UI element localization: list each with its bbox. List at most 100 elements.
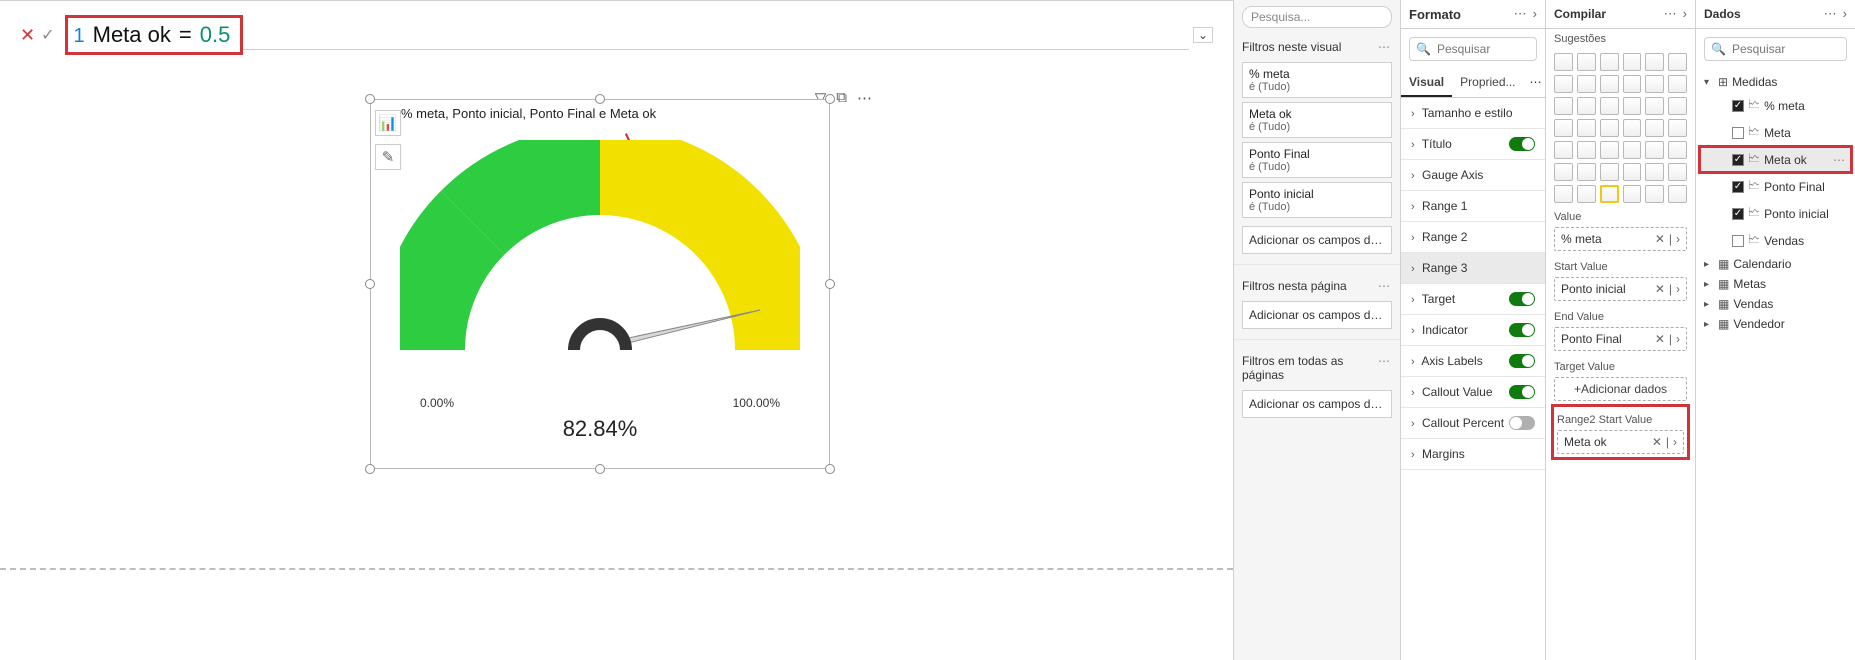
viz-type-tile[interactable] [1668, 75, 1687, 93]
remove-icon[interactable]: ✕ [1652, 435, 1662, 449]
viz-type-tile[interactable] [1623, 97, 1642, 115]
drill-edit-icon[interactable]: ✎ [375, 144, 401, 170]
viz-type-tile[interactable] [1600, 53, 1619, 71]
viz-type-tile[interactable] [1668, 141, 1687, 159]
resize-handle[interactable] [365, 464, 375, 474]
toggle-on[interactable] [1509, 385, 1535, 399]
expand-icon[interactable]: ▸ [1704, 259, 1714, 270]
viz-type-tile[interactable] [1623, 163, 1642, 181]
viz-type-tile[interactable] [1554, 119, 1573, 137]
table-node[interactable]: ▾⊞Medidas [1700, 73, 1851, 91]
viz-type-tile[interactable] [1554, 163, 1573, 181]
viz-type-tile[interactable] [1645, 185, 1664, 203]
formato-row[interactable]: › Tamanho e estilo [1401, 98, 1545, 129]
filter-card[interactable]: Ponto Finalé (Tudo) [1242, 142, 1392, 178]
viz-type-tile[interactable] [1645, 53, 1664, 71]
viz-type-tile[interactable] [1668, 185, 1687, 203]
toggle-on[interactable] [1509, 292, 1535, 306]
viz-type-tile[interactable] [1577, 163, 1596, 181]
expand-icon[interactable]: ▸ [1704, 299, 1714, 310]
formato-row[interactable]: › Axis Labels [1401, 346, 1545, 377]
field-well[interactable]: % meta✕|› [1554, 227, 1687, 251]
viz-type-tile[interactable] [1554, 141, 1573, 159]
checkbox[interactable]: ✓ [1732, 100, 1744, 112]
viz-type-tile[interactable] [1668, 163, 1687, 181]
resize-handle[interactable] [595, 464, 605, 474]
viz-type-tile[interactable] [1623, 53, 1642, 71]
formato-row[interactable]: › Range 3 [1401, 253, 1545, 284]
formato-row[interactable]: › Gauge Axis [1401, 160, 1545, 191]
field-node[interactable]: ✓🗠Ponto Final [1700, 174, 1851, 199]
expand-icon[interactable]: ▸ [1704, 319, 1714, 330]
field-node[interactable]: 🗠Meta [1700, 120, 1851, 145]
field-node[interactable]: ✓🗠Ponto inicial [1700, 201, 1851, 226]
toggle-off[interactable] [1509, 416, 1535, 430]
checkbox[interactable] [1732, 235, 1744, 247]
viz-type-tile[interactable] [1600, 97, 1619, 115]
viz-type-tile[interactable] [1623, 75, 1642, 93]
filter-card[interactable]: Ponto inicialé (Tudo) [1242, 182, 1392, 218]
field-well[interactable]: Ponto Final✕|› [1554, 327, 1687, 351]
formula-measure-name[interactable]: Meta ok [93, 22, 171, 48]
focus-icon[interactable]: ⧉ [836, 89, 847, 107]
formula-tail[interactable] [243, 20, 1189, 50]
viz-type-tile[interactable] [1623, 141, 1642, 159]
viz-type-tile[interactable] [1600, 163, 1619, 181]
viz-type-tile[interactable] [1577, 141, 1596, 159]
viz-type-tile[interactable] [1600, 141, 1619, 159]
viz-type-tile[interactable] [1668, 53, 1687, 71]
more-icon[interactable]: ⋯ [857, 89, 872, 107]
viz-type-tile[interactable] [1577, 97, 1596, 115]
resize-handle[interactable] [825, 279, 835, 289]
tab-propriedades[interactable]: Propried... [1452, 69, 1523, 97]
field-node[interactable]: ✓🗠% meta [1700, 93, 1851, 118]
dados-search[interactable]: 🔍 Pesquisar [1704, 37, 1847, 61]
field-node[interactable]: ✓🗠Meta ok⋯ [1700, 147, 1851, 172]
remove-icon[interactable]: ✕ [1655, 332, 1665, 346]
checkbox[interactable]: ✓ [1732, 208, 1744, 220]
viz-type-tile[interactable] [1645, 119, 1664, 137]
viz-type-tile[interactable] [1577, 53, 1596, 71]
checkbox[interactable]: ✓ [1732, 181, 1744, 193]
formula-commit-icon[interactable]: ✓ [41, 25, 54, 45]
filters-add-field[interactable]: Adicionar os campos de da... [1242, 301, 1392, 329]
more-icon[interactable]: ⋯ [1664, 6, 1677, 22]
formato-row[interactable]: › Target [1401, 284, 1545, 315]
remove-icon[interactable]: ✕ [1655, 232, 1665, 246]
filters-search-truncated[interactable]: Pesquisa... [1242, 6, 1392, 28]
toggle-on[interactable] [1509, 354, 1535, 368]
chevron-right-icon[interactable]: › [1843, 6, 1847, 22]
filters-add-field[interactable]: Adicionar os campos de da... [1242, 390, 1392, 418]
visual-selection[interactable]: ▽ ⧉ ⋯ 📊 ✎ % meta, Ponto inicial, Ponto F… [370, 99, 830, 469]
filter-card[interactable]: % metaé (Tudo) [1242, 62, 1392, 98]
viz-type-tile[interactable] [1645, 141, 1664, 159]
more-icon[interactable]: ⋯ [1378, 279, 1392, 293]
viz-type-tile[interactable] [1623, 185, 1642, 203]
chevron-right-icon[interactable]: › [1673, 435, 1677, 449]
chevron-right-icon[interactable]: › [1676, 282, 1680, 296]
chevron-right-icon[interactable]: › [1676, 232, 1680, 246]
viz-type-tile[interactable] [1554, 185, 1573, 203]
expand-icon[interactable]: ▾ [1704, 77, 1714, 88]
viz-type-tile[interactable] [1577, 119, 1596, 137]
viz-type-tile[interactable] [1668, 97, 1687, 115]
field-well[interactable]: Ponto inicial✕|› [1554, 277, 1687, 301]
formato-row[interactable]: › Range 1 [1401, 191, 1545, 222]
resize-handle[interactable] [825, 94, 835, 104]
resize-handle[interactable] [595, 94, 605, 104]
report-canvas[interactable]: ✕ ✓ 1 Meta ok = 0.5 ⌄ ▽ ⧉ ⋯ 📊 ✎ % meta, … [0, 0, 1233, 660]
filters-add-field[interactable]: Adicionar os campos de da... [1242, 226, 1392, 254]
viz-type-tile[interactable] [1600, 119, 1619, 137]
table-node[interactable]: ▸▦Vendas [1700, 295, 1851, 313]
resize-handle[interactable] [825, 464, 835, 474]
more-icon[interactable]: ⋯ [1824, 6, 1837, 22]
viz-type-tile[interactable] [1668, 119, 1687, 137]
more-icon[interactable]: ⋯ [1524, 69, 1548, 97]
toggle-on[interactable] [1509, 323, 1535, 337]
viz-type-tile[interactable] [1600, 75, 1619, 93]
visualization-picker[interactable] [1546, 49, 1695, 207]
checkbox[interactable] [1732, 127, 1744, 139]
formato-row[interactable]: › Range 2 [1401, 222, 1545, 253]
filter-card[interactable]: Meta oké (Tudo) [1242, 102, 1392, 138]
visual-frame[interactable]: 📊 ✎ % meta, Ponto inicial, Ponto Final e… [370, 99, 830, 469]
